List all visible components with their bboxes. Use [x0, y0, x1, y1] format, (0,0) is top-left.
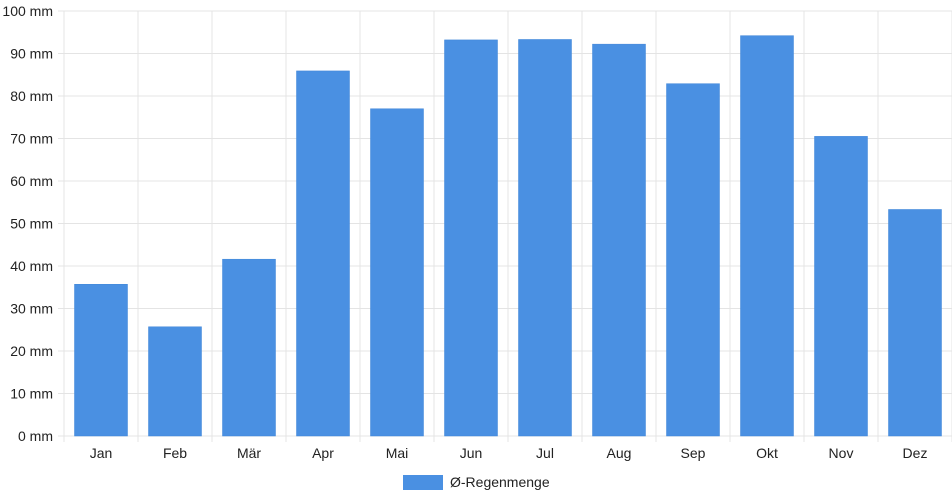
- x-tick-label: Nov: [829, 445, 854, 461]
- x-tick-label: Apr: [312, 445, 334, 461]
- x-tick-label: Dez: [903, 445, 928, 461]
- legend-label[interactable]: Ø-Regenmenge: [450, 474, 550, 490]
- y-tick-label: 80 mm: [10, 88, 53, 104]
- x-tick-label: Jul: [536, 445, 554, 461]
- x-tick-label: Aug: [607, 445, 632, 461]
- legend-swatch[interactable]: [403, 475, 443, 490]
- y-tick-label: 100 mm: [2, 3, 53, 19]
- x-tick-label: Sep: [681, 445, 706, 461]
- bar-jan[interactable]: [74, 284, 128, 437]
- x-tick-label: Jun: [460, 445, 483, 461]
- x-tick-label: Jan: [90, 445, 113, 461]
- y-axis: 0 mm 10 mm 20 mm 30 mm 40 mm 50 mm 60 mm 70 mm 8…: [2, 3, 53, 444]
- bar-feb[interactable]: [148, 326, 202, 437]
- bars: [74, 35, 942, 437]
- bar-jul[interactable]: [518, 39, 572, 437]
- bar-mär[interactable]: [222, 258, 276, 437]
- x-tick-label: Okt: [756, 445, 778, 461]
- bar-apr[interactable]: [296, 70, 350, 437]
- bar-dez[interactable]: [888, 209, 942, 437]
- bar-aug[interactable]: [592, 43, 646, 437]
- y-tick-label: 20 mm: [10, 343, 53, 359]
- grid-lines: [58, 10, 952, 442]
- legend: Ø-Regenmenge: [403, 474, 550, 490]
- y-tick-label: 0 mm: [18, 428, 53, 444]
- y-tick-label: 40 mm: [10, 258, 53, 274]
- y-tick-label: 30 mm: [10, 301, 53, 317]
- x-axis: Jan Feb Mär Apr Mai Jun Jul Aug Sep Okt Nov Dez: [90, 445, 928, 461]
- y-tick-label: 50 mm: [10, 216, 53, 232]
- bar-jun[interactable]: [444, 39, 498, 437]
- y-tick-label: 10 mm: [10, 386, 53, 402]
- bar-sep[interactable]: [666, 83, 720, 437]
- bar-nov[interactable]: [814, 136, 868, 437]
- x-tick-label: Mär: [237, 445, 261, 461]
- y-tick-label: 70 mm: [10, 131, 53, 147]
- y-tick-label: 60 mm: [10, 173, 53, 189]
- x-tick-label: Feb: [163, 445, 187, 461]
- bar-okt[interactable]: [740, 35, 794, 437]
- y-tick-label: 90 mm: [10, 46, 53, 62]
- x-tick-label: Mai: [386, 445, 409, 461]
- bar-mai[interactable]: [370, 108, 424, 437]
